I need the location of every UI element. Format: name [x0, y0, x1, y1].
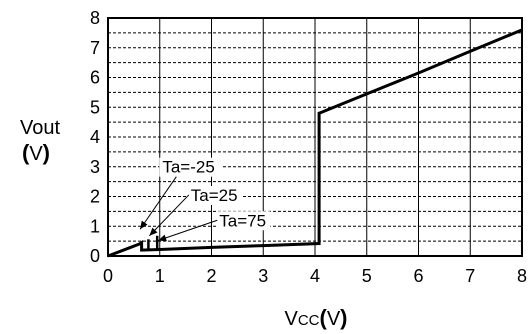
x-tick-label: 3 — [258, 266, 268, 286]
x-tick-labels: 0 1 2 3 4 5 6 7 8 — [103, 266, 527, 286]
series-line-1 — [107, 28, 523, 258]
x-axis-unit-open: ( — [320, 305, 328, 330]
y-axis-label-text: Vout — [20, 117, 60, 139]
y-axis-unit-open: ( — [22, 140, 30, 165]
y-axis-label: Vout — [20, 117, 60, 139]
x-axis-unit-text: V — [327, 308, 341, 330]
y-axis-unit-text: V — [29, 143, 43, 165]
x-axis-unit-close: ) — [340, 305, 347, 330]
y-tick-label: 4 — [90, 127, 100, 147]
x-axis-label-main: V — [284, 308, 298, 330]
y-axis-unit-close: ) — [43, 140, 50, 165]
annotation-arrowhead — [140, 220, 148, 230]
grid — [108, 18, 522, 256]
annotations: Ta=-25 Ta=25 Ta=75 — [139, 157, 271, 242]
y-tick-label: 0 — [90, 246, 100, 266]
y-tick-label: 6 — [90, 68, 100, 88]
x-tick-label: 1 — [155, 266, 165, 286]
x-tick-label: 6 — [413, 266, 423, 286]
x-axis-label-sub: CC — [298, 312, 320, 329]
annotation-arrow — [139, 176, 177, 230]
y-axis-unit: (V) — [22, 140, 50, 165]
y-tick-label: 5 — [90, 97, 100, 117]
x-tick-label: 0 — [103, 266, 113, 286]
annotation-label: Ta=25 — [191, 186, 238, 205]
plot-area-frame — [107, 17, 523, 257]
x-tick-label: 7 — [465, 266, 475, 286]
y-tick-label: 8 — [90, 8, 100, 28]
annotation-arrow — [149, 194, 190, 237]
x-tick-label: 5 — [362, 266, 372, 286]
series — [107, 28, 523, 258]
annotation-arrowhead — [149, 227, 158, 236]
annotation-arrow — [158, 219, 218, 242]
annotation-label: Ta=75 — [219, 211, 266, 230]
y-tick-label: 1 — [90, 216, 100, 236]
y-tick-label: 3 — [90, 157, 100, 177]
x-axis-label: VCC(V) — [284, 305, 347, 330]
y-tick-label: 2 — [90, 187, 100, 207]
annotation-background — [216, 211, 271, 231]
annotation-background — [187, 185, 242, 205]
y-tick-labels: 0 1 2 3 4 5 6 7 8 — [90, 8, 100, 266]
y-tick-label: 7 — [90, 38, 100, 58]
x-tick-label: 8 — [517, 266, 527, 286]
annotation-arrowhead — [158, 234, 167, 242]
annotation-label: Ta=-25 — [162, 158, 214, 177]
annotation-background — [159, 157, 223, 177]
x-tick-label: 2 — [206, 266, 216, 286]
x-tick-label: 4 — [310, 266, 320, 286]
